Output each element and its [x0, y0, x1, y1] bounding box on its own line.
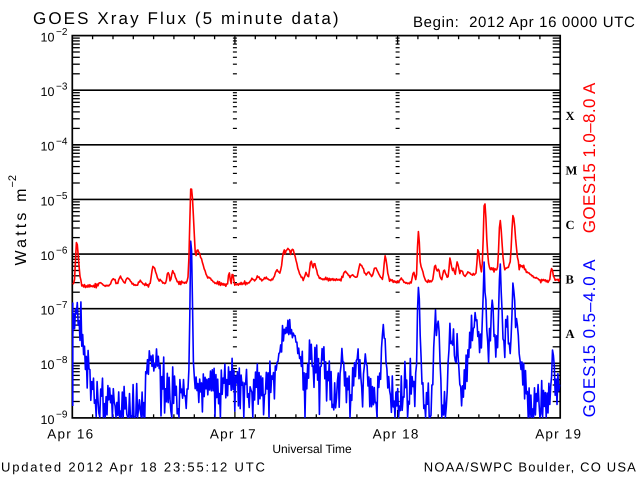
- svg-text:Begin: 2012 Apr 16 0000 UTC: Begin: 2012 Apr 16 0000 UTC: [413, 14, 636, 31]
- svg-text:NOAA/SWPC Boulder, CO USA: NOAA/SWPC Boulder, CO USA: [424, 460, 637, 475]
- svg-text:GOES Xray Flux (5 minute data): GOES Xray Flux (5 minute data): [33, 9, 341, 28]
- svg-text:Updated 2012 Apr 18 23:55:12 U: Updated 2012 Apr 18 23:55:12 UTC: [1, 460, 267, 475]
- svg-text:GOES15 1.0–8.0 A: GOES15 1.0–8.0 A: [580, 82, 599, 233]
- svg-text:10: 10: [41, 194, 55, 208]
- svg-text:B: B: [566, 273, 574, 287]
- svg-text:−2: −2: [7, 175, 19, 188]
- svg-text:Watts m: Watts m: [13, 185, 30, 265]
- svg-text:10: 10: [41, 358, 55, 372]
- svg-text:A: A: [566, 327, 575, 341]
- svg-text:−7: −7: [56, 300, 68, 311]
- svg-text:X: X: [566, 109, 575, 123]
- svg-text:Apr 16: Apr 16: [47, 427, 94, 442]
- svg-text:GOES15 0.5–4.0 A: GOES15 0.5–4.0 A: [580, 258, 599, 417]
- svg-text:M: M: [566, 163, 578, 177]
- svg-text:−2: −2: [56, 27, 68, 38]
- svg-text:−9: −9: [56, 409, 68, 420]
- svg-text:C: C: [566, 218, 575, 232]
- svg-text:10: 10: [41, 413, 55, 427]
- svg-text:Apr 17: Apr 17: [210, 427, 257, 442]
- svg-text:−6: −6: [56, 246, 68, 257]
- svg-text:10: 10: [41, 249, 55, 263]
- svg-text:10: 10: [41, 304, 55, 318]
- svg-text:−3: −3: [56, 82, 68, 93]
- svg-text:10: 10: [41, 140, 55, 154]
- svg-text:−4: −4: [56, 136, 68, 147]
- svg-text:10: 10: [41, 31, 55, 45]
- svg-text:Apr 19: Apr 19: [535, 427, 582, 442]
- svg-text:−8: −8: [56, 355, 68, 366]
- svg-text:Apr 18: Apr 18: [373, 427, 420, 442]
- svg-text:10: 10: [41, 85, 55, 99]
- svg-text:Universal Time: Universal Time: [272, 442, 352, 456]
- svg-text:−5: −5: [56, 191, 68, 202]
